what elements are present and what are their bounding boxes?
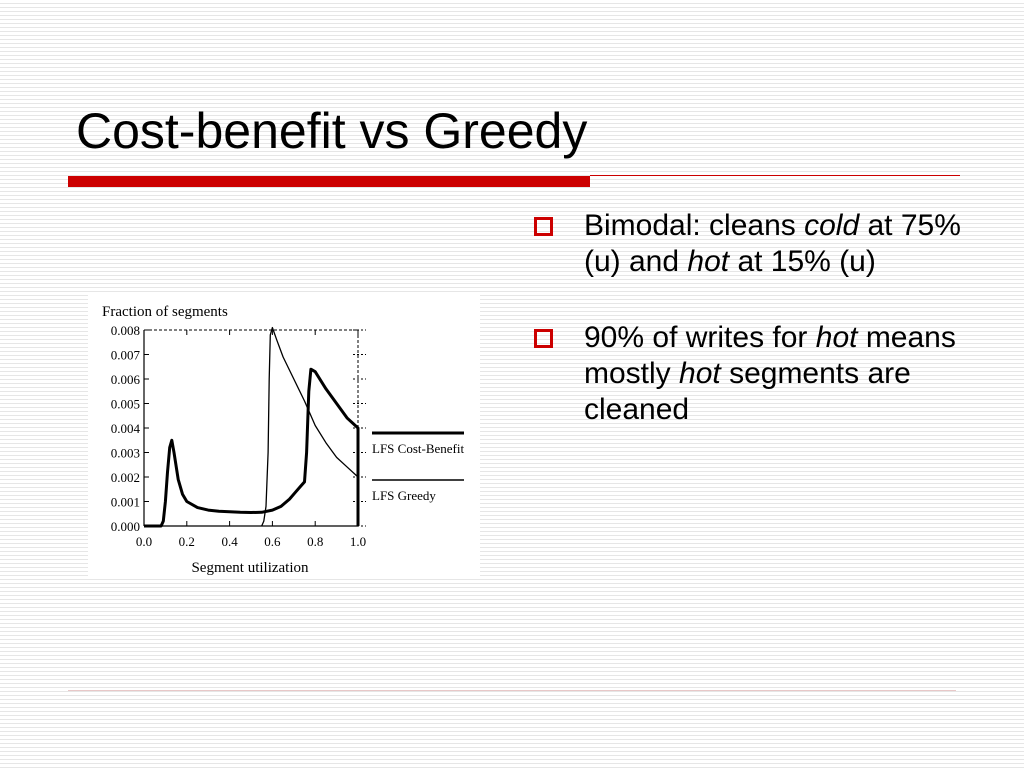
bullet-text: Bimodal: cleans cold at 75% (u) and hot …: [584, 209, 961, 278]
chart-x-axis-label: Segment utilization: [191, 560, 309, 576]
chart-y-axis-label: Fraction of segments: [102, 304, 228, 320]
legend-cost-benefit-text: LFS Cost-Benefit: [372, 441, 464, 456]
title-underline-thick: [68, 176, 590, 187]
bullet-emphasis: hot: [687, 245, 730, 278]
chart-x-tick-label: 0.8: [307, 534, 323, 549]
chart-y-tick-label: 0.002: [111, 470, 140, 485]
title-underline-thin: [590, 175, 960, 176]
bullet-run: 90% of writes for: [584, 321, 816, 354]
series-greedy-line: [261, 326, 359, 527]
chart-series: [144, 326, 360, 528]
bullet-run: Bimodal: cleans: [584, 209, 805, 242]
hollow-square-icon: [534, 217, 553, 236]
legend-greedy-text: LFS Greedy: [372, 488, 436, 503]
bullet-run: at 15% (u): [729, 245, 876, 278]
chart-ticks: [143, 329, 366, 527]
chart-x-tick-label: 0.2: [179, 534, 195, 549]
chart-x-tick-label: 0.6: [264, 534, 281, 549]
hollow-square-icon: [534, 329, 553, 348]
bullet-run: means mostly: [584, 321, 956, 390]
chart-y-tick-label: 0.006: [111, 372, 141, 387]
chart-figure: Fraction of segments 0.000 0.001 0.002 0.00…: [88, 294, 480, 578]
chart-x-tick-label: 0.4: [221, 534, 238, 549]
bullet-run: at 75% (u) and: [584, 209, 961, 278]
bullet-emphasis: hot: [679, 357, 721, 390]
chart-x-tick-labels: 0.0 0.2 0.4 0.6 0.8 1.0: [136, 534, 366, 549]
bullet-emphasis: cold: [804, 209, 860, 242]
chart-y-tick-label: 0.001: [111, 495, 140, 510]
series-cost-benefit-line: [144, 367, 360, 528]
chart-y-tick-label: 0.003: [111, 446, 140, 461]
chart-y-tick-labels: 0.000 0.001 0.002 0.003 0.004 0.005 0.006 0.007…: [111, 323, 141, 534]
footer-divider: [68, 690, 956, 691]
bullet-item: 90% of writes for hot means mostly hot s…: [534, 320, 974, 428]
chart-y-tick-label: 0.000: [111, 519, 140, 534]
bullet-emphasis: hot: [815, 321, 858, 354]
chart-y-tick-label: 0.007: [111, 348, 141, 363]
chart-y-tick-label: 0.005: [111, 397, 140, 412]
chart-x-tick-label: 0.0: [136, 534, 152, 549]
slide-title: Cost-benefit vs Greedy: [76, 103, 588, 159]
chart-frame: [143, 329, 359, 527]
chart-legend: LFS Cost-Benefit LFS Greedy: [372, 431, 464, 503]
bullet-text: 90% of writes for hot means mostly hot s…: [584, 321, 956, 426]
chart-x-tick-label: 1.0: [350, 534, 366, 549]
chart-y-tick-label: 0.004: [111, 421, 141, 436]
bullet-run: segments are cleaned: [584, 357, 911, 426]
chart-y-tick-label: 0.008: [111, 323, 140, 338]
bullet-list: Bimodal: cleans cold at 75% (u) and hot …: [534, 208, 974, 468]
bullet-item: Bimodal: cleans cold at 75% (u) and hot …: [534, 208, 974, 280]
chart-svg: Fraction of segments 0.0000.0010.0020.00…: [102, 304, 464, 576]
